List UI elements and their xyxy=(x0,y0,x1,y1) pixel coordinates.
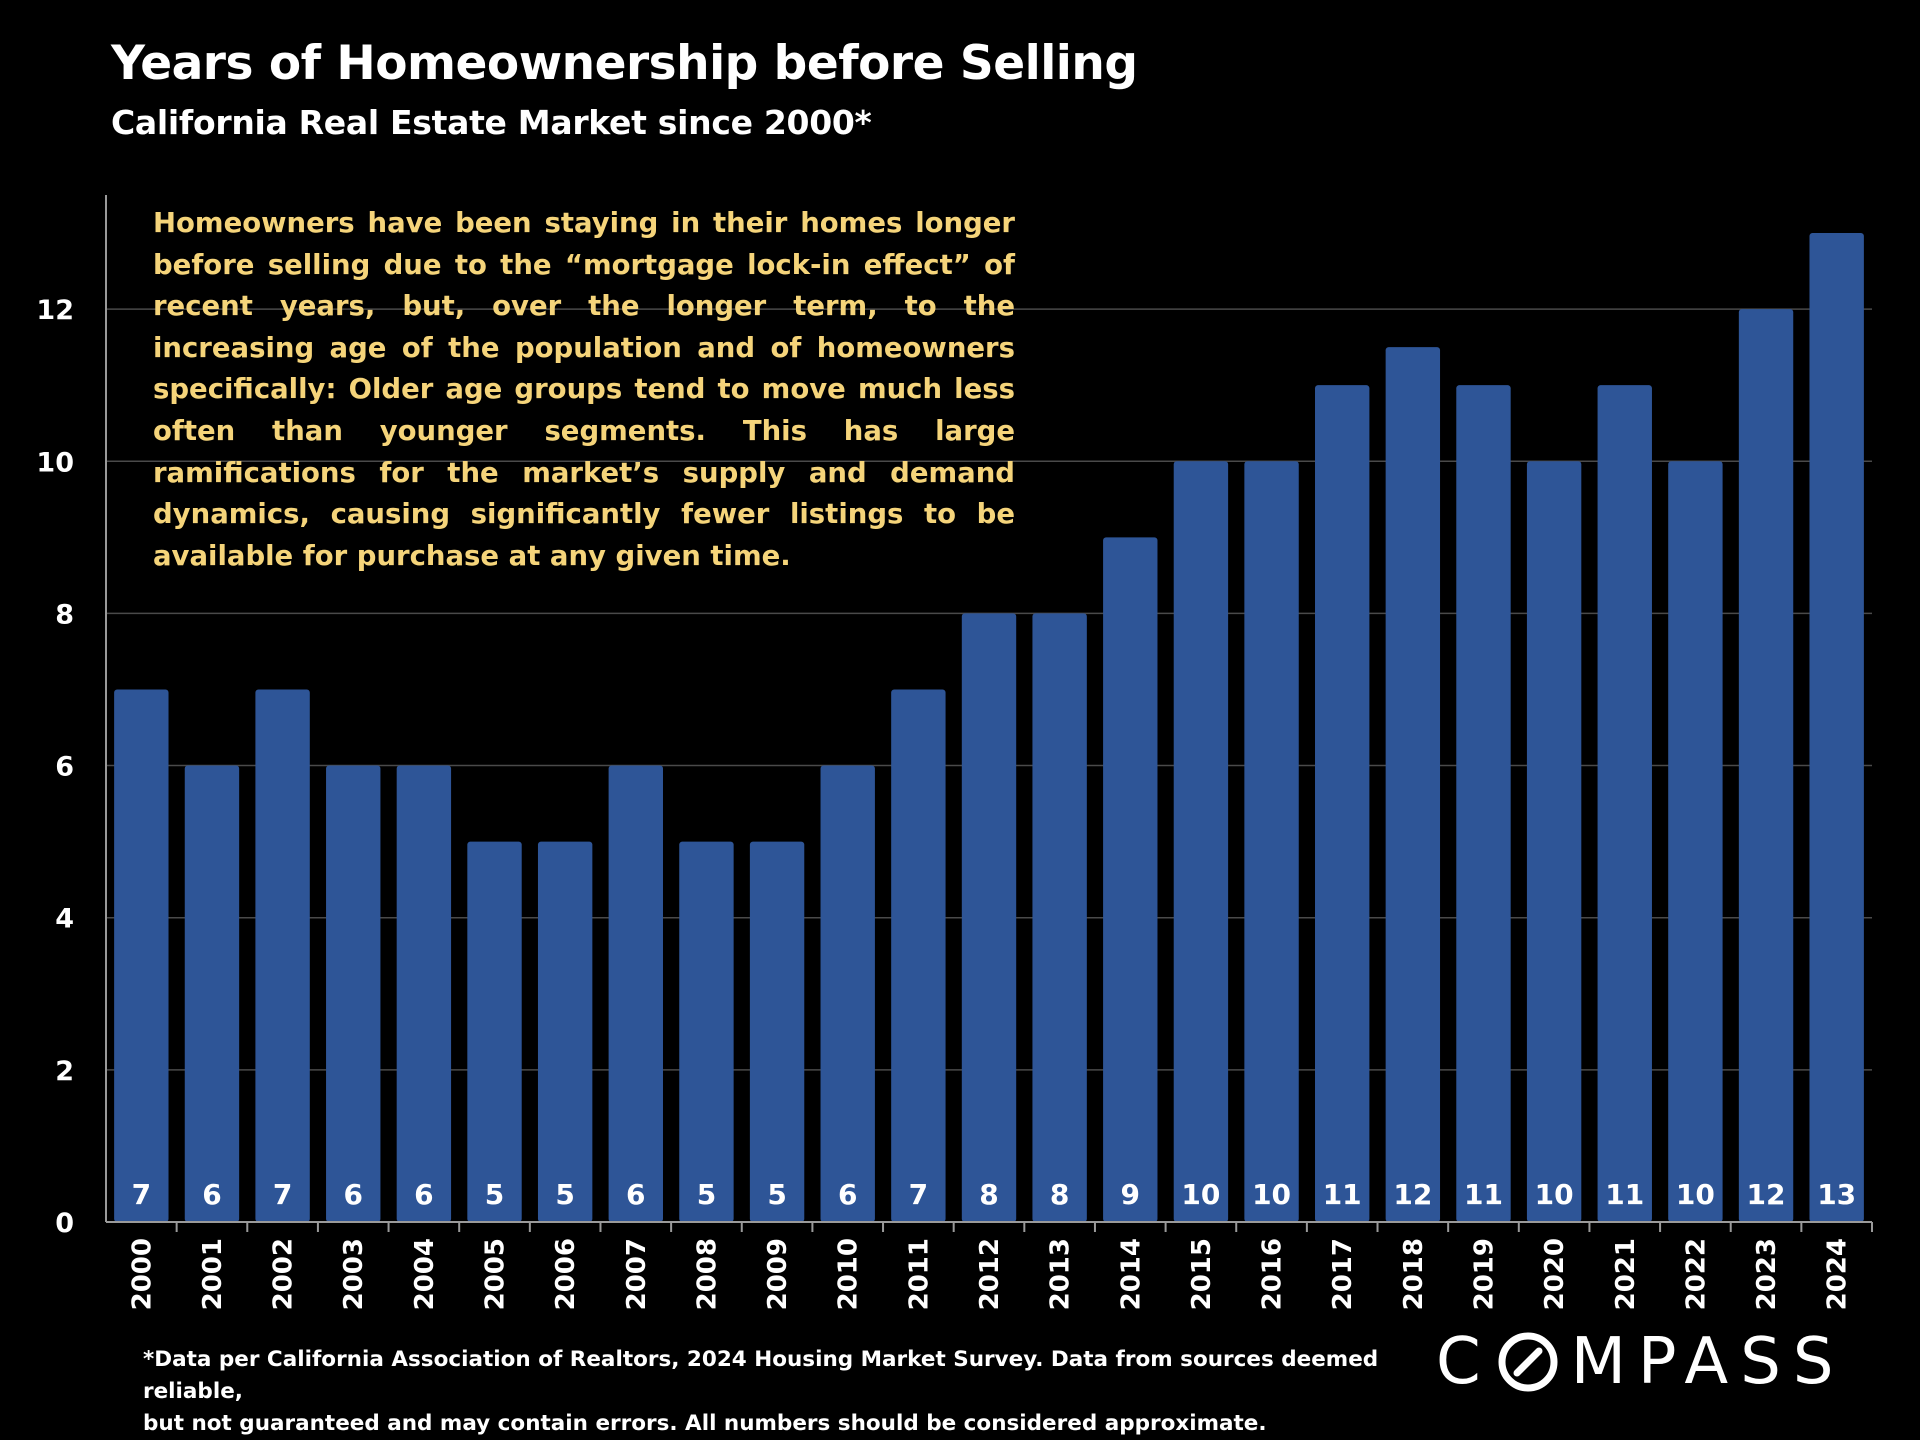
x-tick-label: 2001 xyxy=(198,1238,228,1310)
logo-text-suffix: MPASS xyxy=(1570,1325,1846,1399)
logo-text-prefix: C xyxy=(1436,1325,1493,1399)
x-tick-label: 2015 xyxy=(1187,1238,1217,1310)
footnote-line-1: *Data per California Association of Real… xyxy=(143,1347,1379,1404)
x-tick-label: 2006 xyxy=(551,1238,581,1310)
data-label: 11 xyxy=(1323,1178,1362,1211)
data-label: 11 xyxy=(1605,1178,1644,1211)
x-tick-label: 2009 xyxy=(763,1238,793,1310)
x-tick-label: 2005 xyxy=(481,1238,511,1310)
bar xyxy=(1315,385,1370,1222)
y-tick-label: 12 xyxy=(36,295,74,326)
x-tick-label: 2012 xyxy=(975,1238,1005,1310)
x-tick-label: 2014 xyxy=(1116,1238,1146,1310)
x-tick-label: 2018 xyxy=(1399,1238,1429,1310)
x-tick-label: 2011 xyxy=(904,1238,934,1310)
bar xyxy=(1526,461,1582,1222)
data-label: 6 xyxy=(838,1178,857,1211)
bar xyxy=(1668,461,1723,1222)
x-tick-label: 2003 xyxy=(339,1238,369,1310)
x-tick-label: 2008 xyxy=(692,1238,722,1310)
bar xyxy=(1456,385,1511,1222)
bar xyxy=(679,841,734,1222)
x-tick-label: 2004 xyxy=(410,1238,440,1310)
bar xyxy=(326,765,381,1222)
bar xyxy=(114,689,169,1222)
x-tick-label: 2013 xyxy=(1046,1238,1076,1310)
bar xyxy=(537,841,593,1222)
compass-o-icon xyxy=(1498,1332,1558,1392)
x-tick-label: 2022 xyxy=(1681,1238,1711,1310)
x-tick-label: 2016 xyxy=(1258,1238,1288,1310)
bar xyxy=(749,841,805,1222)
data-label: 10 xyxy=(1535,1178,1574,1211)
x-tick-label: 2023 xyxy=(1752,1238,1782,1310)
data-label: 9 xyxy=(1121,1178,1140,1211)
x-tick-label: 2007 xyxy=(622,1238,652,1310)
data-label: 10 xyxy=(1676,1178,1715,1211)
bar xyxy=(608,765,663,1222)
data-label: 7 xyxy=(909,1178,928,1211)
data-label: 8 xyxy=(1050,1178,1069,1211)
data-label: 12 xyxy=(1393,1178,1432,1211)
y-tick-label: 0 xyxy=(55,1208,74,1239)
bar xyxy=(961,613,1017,1222)
bar xyxy=(891,689,946,1222)
data-label: 8 xyxy=(979,1178,998,1211)
data-label: 13 xyxy=(1817,1178,1856,1211)
y-tick-label: 8 xyxy=(55,599,74,630)
x-tick-label: 2019 xyxy=(1469,1238,1499,1310)
bar xyxy=(1809,233,1864,1222)
x-tick-label: 2010 xyxy=(834,1238,864,1310)
footnote-line-2: but not guaranteed and may contain error… xyxy=(143,1411,1267,1436)
data-label: 12 xyxy=(1747,1178,1786,1211)
data-label: 6 xyxy=(202,1178,221,1211)
bar xyxy=(1244,461,1299,1222)
x-tick-label: 2000 xyxy=(127,1238,157,1310)
bar xyxy=(1738,309,1794,1223)
y-tick-label: 4 xyxy=(55,904,74,935)
chart-title: Years of Homeownership before Selling xyxy=(111,36,1138,91)
footnote: *Data per California Association of Real… xyxy=(143,1344,1413,1440)
data-label: 6 xyxy=(414,1178,433,1211)
y-tick-label: 2 xyxy=(55,1056,74,1087)
bar xyxy=(184,765,240,1222)
bar xyxy=(1103,537,1158,1222)
bar xyxy=(467,841,522,1222)
x-tick-label: 2020 xyxy=(1540,1238,1570,1310)
data-label: 10 xyxy=(1252,1178,1291,1211)
bar xyxy=(1173,461,1229,1222)
x-tick-label: 2024 xyxy=(1823,1238,1853,1310)
compass-logo: C MPASS xyxy=(1436,1325,1845,1399)
chart-annotation: Homeowners have been staying in their ho… xyxy=(153,207,1015,572)
bar xyxy=(255,689,310,1222)
data-label: 7 xyxy=(273,1178,292,1211)
y-tick-label: 10 xyxy=(36,447,74,478)
data-label: 10 xyxy=(1181,1178,1220,1211)
data-label: 11 xyxy=(1464,1178,1503,1211)
data-label: 5 xyxy=(555,1178,574,1211)
bar xyxy=(1597,385,1652,1222)
y-tick-label: 6 xyxy=(55,752,74,783)
data-label: 5 xyxy=(485,1178,504,1211)
x-tick-label: 2002 xyxy=(269,1238,299,1310)
data-label: 6 xyxy=(343,1178,362,1211)
bar xyxy=(1032,613,1087,1222)
data-label: 5 xyxy=(767,1178,786,1211)
bar xyxy=(396,765,452,1222)
data-label: 6 xyxy=(626,1178,645,1211)
x-tick-label: 2017 xyxy=(1328,1238,1358,1310)
data-label: 7 xyxy=(132,1178,151,1211)
chart-subtitle: California Real Estate Market since 2000… xyxy=(111,103,872,142)
x-tick-label: 2021 xyxy=(1611,1238,1641,1310)
data-label: 5 xyxy=(697,1178,716,1211)
bar xyxy=(1385,347,1441,1222)
bar xyxy=(820,765,875,1222)
